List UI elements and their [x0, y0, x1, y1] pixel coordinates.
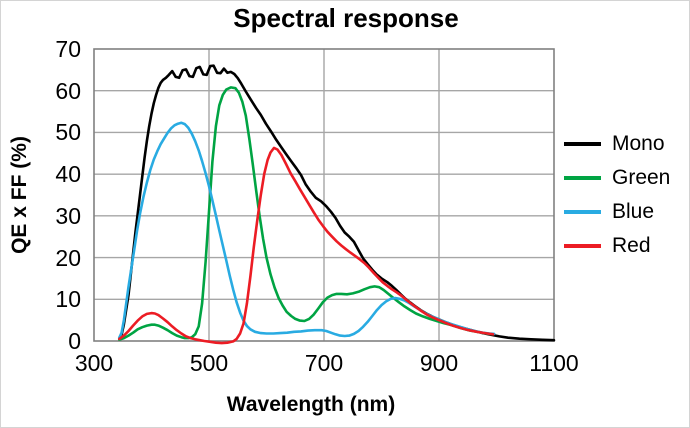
- y-tick-label: 20: [55, 244, 81, 271]
- series-line-green: [118, 86, 495, 342]
- legend-label: Mono: [612, 132, 665, 155]
- y-tick-label: 30: [55, 202, 81, 229]
- legend: Mono Green Blue Red: [564, 127, 670, 263]
- y-tick-label: 10: [55, 286, 81, 313]
- x-axis-title: Wavelength (nm): [226, 393, 396, 416]
- legend-line-swatch: [564, 142, 601, 146]
- series-line-red: [118, 146, 495, 345]
- y-tick-label: 60: [55, 77, 81, 104]
- chart-title: Spectral response: [233, 3, 459, 33]
- series-line-blue: [118, 121, 496, 340]
- legend-item-blue: Blue: [564, 195, 670, 229]
- x-tick-label: 900: [419, 350, 459, 376]
- plot-border: [93, 48, 555, 342]
- legend-line-swatch: [564, 176, 601, 180]
- legend-label: Blue: [612, 200, 655, 223]
- legend-item-green: Green: [564, 161, 670, 195]
- x-tick-label: 700: [304, 350, 344, 376]
- legend-label: Green: [612, 166, 671, 189]
- x-tick-label: 300: [74, 350, 114, 376]
- legend-item-mono: Mono: [564, 127, 670, 161]
- y-tick-label: 40: [55, 161, 81, 188]
- x-tick-label: 1100: [529, 350, 579, 376]
- legend-line-swatch: [564, 244, 601, 248]
- legend-label: Red: [612, 234, 651, 257]
- y-tick-label: 50: [55, 119, 81, 146]
- y-tick-label: 0: [68, 328, 81, 354]
- legend-line-swatch: [564, 210, 601, 214]
- x-tick-label: 500: [189, 350, 229, 376]
- legend-item-red: Red: [564, 229, 670, 263]
- y-tick-label: 70: [55, 36, 81, 62]
